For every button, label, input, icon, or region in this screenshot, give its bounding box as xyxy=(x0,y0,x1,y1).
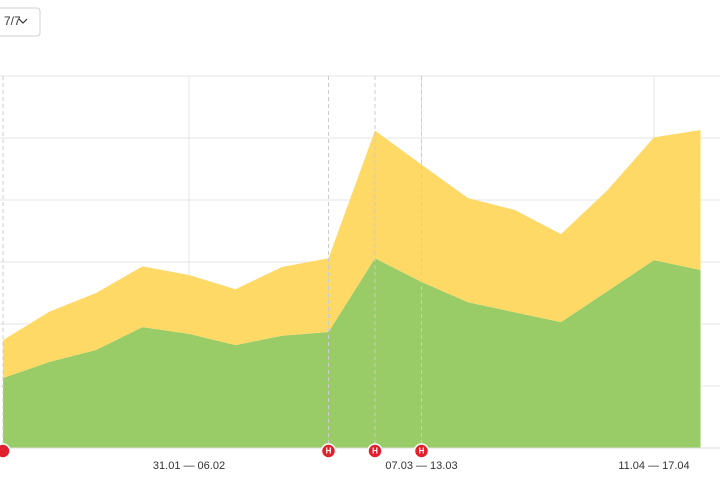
annotation-circle xyxy=(367,443,383,459)
annotation-pin[interactable]: Н xyxy=(320,443,337,459)
annotation-label: Н xyxy=(419,447,425,456)
annotation-pin[interactable]: Н xyxy=(413,443,430,459)
annotation-label: Н xyxy=(372,447,378,456)
dropdown-arrow xyxy=(18,18,28,24)
annotation-circle xyxy=(320,443,337,459)
area xyxy=(3,129,701,378)
x-tick-label: 11.04 — 17.04 xyxy=(618,460,689,472)
annotation-circle xyxy=(0,443,11,459)
x-tick-label: 31.01 — 06.02 xyxy=(153,460,225,472)
filter-label: 7/7 xyxy=(4,14,21,28)
annotation-label: Н xyxy=(326,447,332,456)
x-tick-label: 07.03 — 13.03 xyxy=(385,460,457,472)
annotation-circle xyxy=(413,443,430,459)
annotation-pin[interactable] xyxy=(0,443,11,459)
filter-dropdown[interactable] xyxy=(0,7,41,37)
annotation-pin[interactable]: Н xyxy=(367,443,383,459)
area xyxy=(3,258,701,448)
